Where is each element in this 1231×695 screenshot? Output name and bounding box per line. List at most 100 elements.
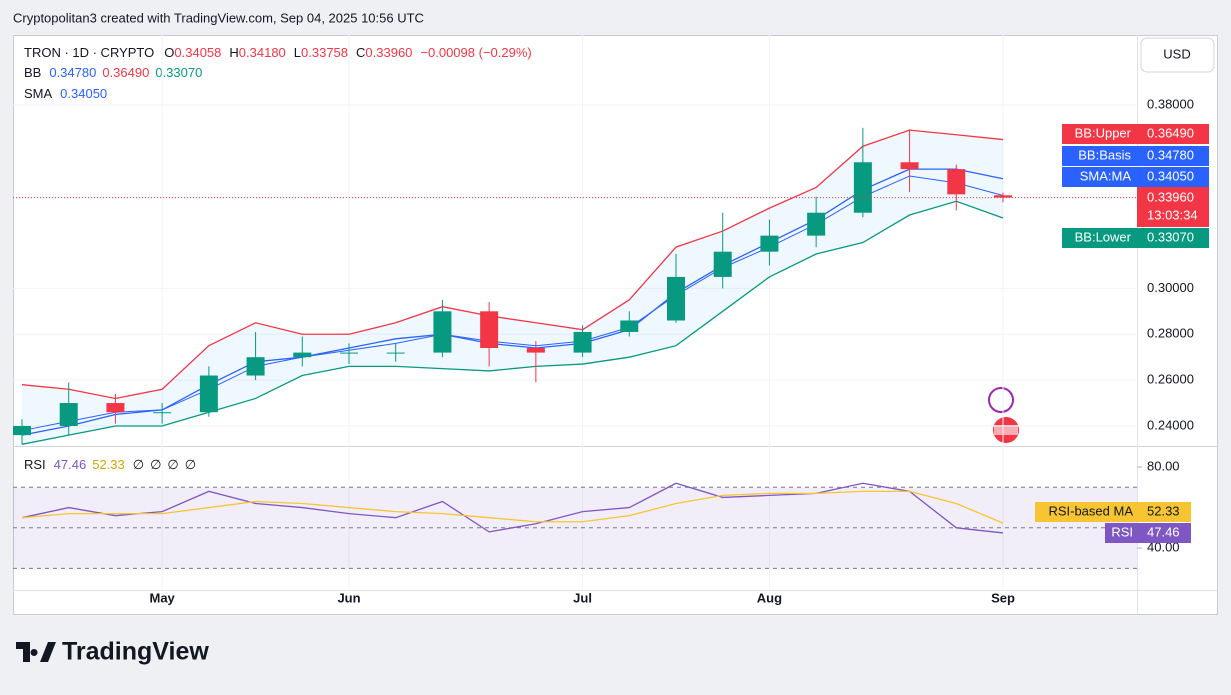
legend-name: SMA: [24, 86, 53, 101]
candle-body: [994, 195, 1012, 198]
logo-mark: [16, 642, 56, 662]
candle-body: [106, 403, 125, 413]
x-tick-label: Aug: [757, 590, 782, 605]
icon: [994, 425, 1018, 435]
legend-value: 0.34050: [60, 86, 107, 101]
x-tick-label: May: [149, 590, 175, 605]
tag-label-box: [1062, 167, 1137, 187]
candle-body: [386, 352, 405, 354]
logo-text: TradingView: [62, 638, 209, 666]
candle-body: [573, 331, 592, 353]
legend-value: 0.34180: [239, 45, 286, 60]
tag-value: 0.33960: [1147, 189, 1194, 204]
legend-null: ∅: [167, 457, 178, 472]
y-tick-label: 40.00: [1147, 540, 1180, 555]
price-tag: [1137, 167, 1209, 187]
icon: [988, 387, 1014, 413]
tag-value: 0.36490: [1147, 125, 1194, 140]
legend-value: 0.33758: [301, 45, 348, 60]
candle-body: [340, 352, 358, 354]
ohlc-legend: TRON · 1D · CRYPTO O0.34058 H0.34180 L0.337…: [24, 45, 532, 60]
candle-body: [760, 235, 779, 252]
sma-legend: SMA 0.34050: [24, 86, 107, 101]
legend-null: ∅: [150, 457, 161, 472]
price-tag: [1137, 146, 1209, 166]
candle-body: [620, 320, 639, 332]
tag-value: 47.46: [1147, 524, 1180, 539]
candle-body: [807, 212, 826, 236]
tag-label: BB:Basis: [1078, 147, 1131, 162]
price-tag: [1137, 523, 1191, 543]
candle-body: [246, 357, 265, 376]
y-tick-label: 0.30000: [1147, 280, 1194, 295]
legend-value: 52.33: [92, 457, 125, 472]
currency[interactable]: USD: [1163, 46, 1190, 61]
candle-body: [199, 375, 218, 413]
tag-value: 52.33: [1147, 503, 1180, 518]
tag-label: RSI-based MA: [1048, 503, 1133, 518]
legend-null: ∅: [185, 457, 196, 472]
attribution: Cryptopolitan3 created with TradingView.…: [13, 10, 424, 25]
tag-value: 0.33070: [1147, 229, 1194, 244]
legend-value: 0.34058: [174, 45, 221, 60]
candle-body: [853, 162, 872, 213]
tag-label-box: [1062, 146, 1137, 166]
legend-name: RSI: [24, 457, 46, 472]
legend-key: C: [356, 45, 365, 60]
legend-null: ∅: [133, 457, 144, 472]
price-tag: [1137, 228, 1209, 248]
legend-key: H: [229, 45, 238, 60]
tag-label: BB:Upper: [1075, 125, 1132, 140]
candle-body: [947, 169, 966, 195]
y-tick-label: 0.24000: [1147, 417, 1194, 432]
legend-key: O: [164, 45, 174, 60]
series-line: [21, 482, 1004, 534]
tag-label-box: [1035, 502, 1137, 522]
candle-body: [667, 276, 685, 321]
x-tick-label: Sep: [991, 590, 1015, 605]
rsi-legend: RSI 47.46 52.33 ∅ ∅ ∅ ∅: [24, 457, 196, 472]
candle-body: [480, 311, 499, 349]
decor-icons: [988, 387, 1019, 443]
legend-name: BB: [24, 65, 41, 80]
price-tag: [1137, 187, 1209, 227]
tag-value: 0.34050: [1147, 168, 1194, 183]
series-line: [21, 129, 1004, 400]
tag-label-box: [1062, 228, 1137, 248]
bb-fill: [22, 130, 1003, 445]
currency-button[interactable]: [1140, 37, 1215, 73]
candle-body: [713, 251, 732, 277]
x-tick-label: Jul: [573, 590, 592, 605]
symbol: TRON · 1D · CRYPTO: [24, 45, 154, 60]
legend-change: −0.00098 (−0.29%): [420, 45, 531, 60]
y-tick-label: 0.26000: [1147, 372, 1194, 387]
candle-body: [153, 412, 172, 414]
series-line: [21, 175, 1004, 432]
tag-label: SMA:MA: [1080, 168, 1132, 183]
y-tick-label: 0.28000: [1147, 326, 1194, 341]
candle-body: [433, 311, 452, 353]
candle-body: [526, 348, 545, 353]
tag-label: BB:Lower: [1075, 229, 1132, 244]
candle-body: [13, 425, 31, 436]
legend-value: 0.33960: [365, 45, 412, 60]
y-tick-label: 0.38000: [1147, 96, 1194, 111]
tag-label-box: [1062, 124, 1137, 144]
legend-value: 47.46: [54, 457, 87, 472]
candle-body: [59, 403, 78, 426]
series-line: [21, 200, 1004, 445]
candle-body: [293, 352, 312, 358]
tag-label-box: [1105, 523, 1137, 543]
legend-value: 0.33070: [155, 65, 202, 80]
tag-countdown: 13:03:34: [1147, 207, 1198, 222]
price-tag: [1137, 502, 1191, 522]
series-line: [21, 168, 1004, 436]
tag-label: RSI: [1111, 524, 1133, 539]
price-tag: [1137, 124, 1209, 144]
y-tick-label: 80.00: [1147, 458, 1180, 473]
candle-body: [900, 162, 919, 170]
series-line: [21, 490, 1004, 524]
legend-key: L: [294, 45, 301, 60]
tag-value: 0.34780: [1147, 147, 1194, 162]
